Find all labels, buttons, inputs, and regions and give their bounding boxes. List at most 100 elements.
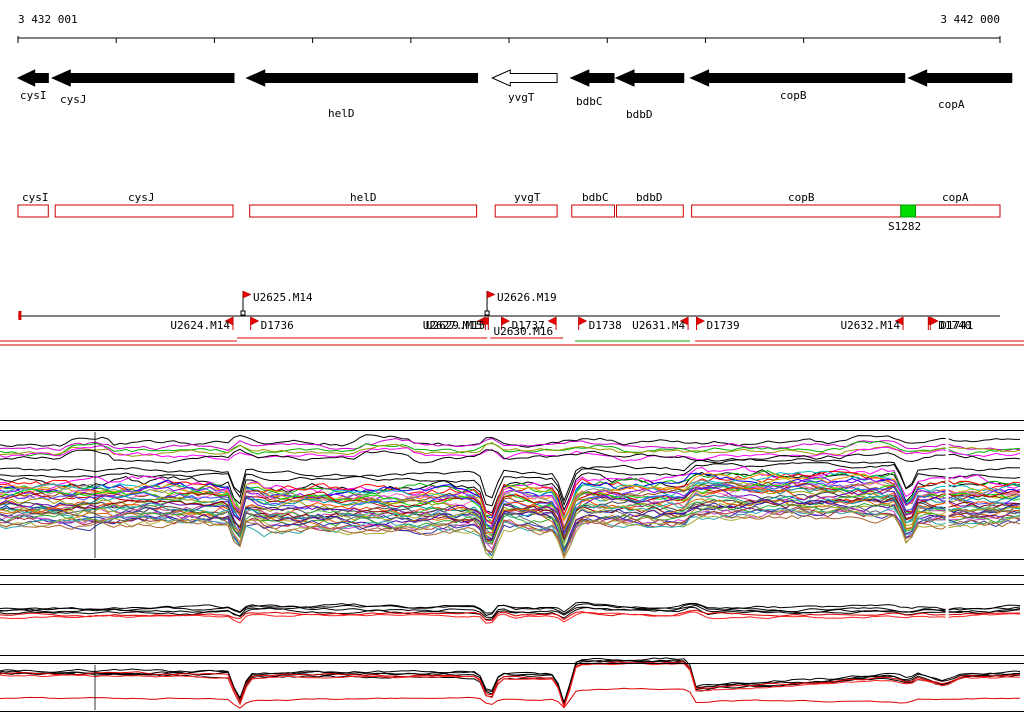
ruler-start-coordinate: 3 432 001 — [18, 13, 78, 26]
gene-arrow-label-copB: copB — [780, 89, 807, 102]
probe-label-U2629.M15: U2629.M15 — [426, 319, 486, 332]
probe-flag-up-U2626.M19[interactable] — [486, 290, 496, 299]
gene-arrow-bdbD[interactable] — [614, 69, 685, 87]
gene-box-copA[interactable] — [915, 204, 1001, 218]
probe-flag-down-D1741[interactable] — [930, 316, 939, 326]
gene-arrow-cysI[interactable] — [16, 69, 49, 87]
gene-box-label-cysJ: cysJ — [128, 191, 155, 204]
probe-label-D1741: D1741 — [940, 319, 973, 332]
expression-profile-line — [0, 604, 1021, 619]
expression-profile-line — [0, 609, 1021, 622]
gene-box-cysJ[interactable] — [54, 204, 234, 218]
expression-profile-line — [0, 457, 1021, 502]
probe-flag-down-D1739[interactable] — [696, 316, 706, 326]
gene-box-label-yvgT: yvgT — [514, 191, 541, 204]
feature-box-S1282[interactable] — [900, 204, 916, 218]
gene-box-label-copA: copA — [942, 191, 969, 204]
probe-label-D1740: D1740 — [938, 319, 971, 332]
probe-label-U2631.M4: U2631.M4 — [632, 319, 685, 332]
gene-arrow-label-copA: copA — [938, 98, 965, 111]
probe-flag-down-U2629.M15[interactable] — [479, 316, 489, 326]
probe-label-U2632.M14: U2632.M14 — [840, 319, 900, 332]
expression-profile-line — [0, 659, 1021, 709]
expression-profile-line — [0, 661, 1021, 708]
expression-profile-line — [0, 476, 1021, 529]
expression-profile-line — [0, 687, 1020, 709]
probe-base-square — [484, 310, 490, 316]
probe-label-D1739: D1739 — [707, 319, 740, 332]
expression-profile-line — [0, 479, 1021, 534]
probe-label-U2624.M14: U2624.M14 — [170, 319, 230, 332]
profile-gap — [945, 433, 949, 557]
feature-label-S1282: S1282 — [888, 220, 921, 233]
gene-arrow-label-yvgT: yvgT — [508, 91, 535, 104]
track-start-marker — [18, 311, 22, 320]
gene-arrow-copB[interactable] — [689, 69, 906, 87]
gene-box-label-copB: copB — [788, 191, 815, 204]
expression-profile-line — [0, 481, 1021, 531]
gene-box-bdbD[interactable] — [616, 204, 684, 218]
probe-flag-down-U2632.M14[interactable] — [894, 316, 904, 326]
expression-profile-line — [0, 442, 1021, 457]
expression-profile-line — [0, 507, 1021, 560]
probe-label-U2627.M15: U2627.M15 — [423, 319, 483, 332]
gene-arrow-cysJ[interactable] — [51, 69, 235, 87]
probe-flag-down-U2624.M14[interactable] — [224, 316, 234, 326]
gene-box-cysI[interactable] — [17, 204, 49, 218]
expression-profile-line — [0, 472, 1021, 520]
gene-box-bdbC[interactable] — [571, 204, 615, 218]
gene-arrow-label-bdbC: bdbC — [576, 95, 603, 108]
profile-gap — [945, 587, 949, 639]
expression-profile-line — [0, 657, 1021, 705]
probe-flag-down-U2631.M4[interactable] — [679, 316, 689, 326]
expression-profile-line — [0, 606, 1021, 621]
probe-label-U2625.M14: U2625.M14 — [253, 291, 313, 304]
gene-arrow-label-cysI: cysI — [20, 89, 47, 102]
probe-label-D1736: D1736 — [261, 319, 294, 332]
gene-arrow-copA[interactable] — [907, 69, 1013, 87]
expression-profile-line — [0, 602, 1021, 616]
expression-profile-line — [0, 611, 1021, 624]
expression-profile-line — [0, 482, 1021, 535]
expression-profile-line — [0, 507, 1021, 557]
probe-label-D1738: D1738 — [589, 319, 622, 332]
gene-arrow-label-bdbD: bdbD — [626, 108, 653, 121]
gene-arrow-label-helD: helD — [328, 107, 355, 120]
gene-box-label-bdbD: bdbD — [636, 191, 663, 204]
expression-profile-line — [0, 448, 1021, 464]
ruler-end-coordinate: 3 442 000 — [940, 13, 1000, 26]
expression-profile-line — [0, 659, 1021, 707]
gene-arrow-label-cysJ: cysJ — [60, 93, 87, 106]
gene-arrow-helD[interactable] — [245, 69, 479, 87]
gene-box-yvgT[interactable] — [494, 204, 558, 218]
probe-label-D1737: D1737 — [512, 319, 545, 332]
gene-box-helD[interactable] — [249, 204, 478, 218]
probe-flag-down-U2630.M16[interactable] — [547, 316, 557, 326]
gene-box-label-helD: helD — [350, 191, 377, 204]
expression-profile-line — [0, 440, 1021, 457]
expression-profile-line — [0, 472, 1021, 526]
probe-flag-down-D1737[interactable] — [501, 316, 511, 326]
expression-profile-line — [0, 499, 1021, 553]
probe-label-U2626.M19: U2626.M19 — [497, 291, 557, 304]
gene-box-copB[interactable] — [691, 204, 902, 218]
probe-flag-down-D1738[interactable] — [578, 316, 588, 326]
gene-arrow-bdbC[interactable] — [569, 69, 615, 87]
expression-profile-line — [0, 510, 1021, 558]
gene-arrow-yvgT[interactable] — [491, 69, 558, 87]
expression-profile-line — [0, 502, 1021, 550]
gene-box-label-cysI: cysI — [22, 191, 49, 204]
gene-box-label-bdbC: bdbC — [582, 191, 609, 204]
probe-base-square — [240, 310, 246, 316]
expression-profile-line — [0, 662, 1021, 709]
probe-flag-down-D1736[interactable] — [250, 316, 260, 326]
expression-profile-line — [0, 462, 1021, 507]
expression-profile-line — [0, 437, 1021, 451]
probe-label-U2630.M16: U2630.M16 — [493, 325, 553, 338]
expression-profile-line — [0, 445, 1021, 462]
probe-flag-up-U2625.M14[interactable] — [242, 290, 252, 299]
expression-profile-line — [0, 486, 1021, 542]
expression-profile-line — [0, 434, 1020, 448]
